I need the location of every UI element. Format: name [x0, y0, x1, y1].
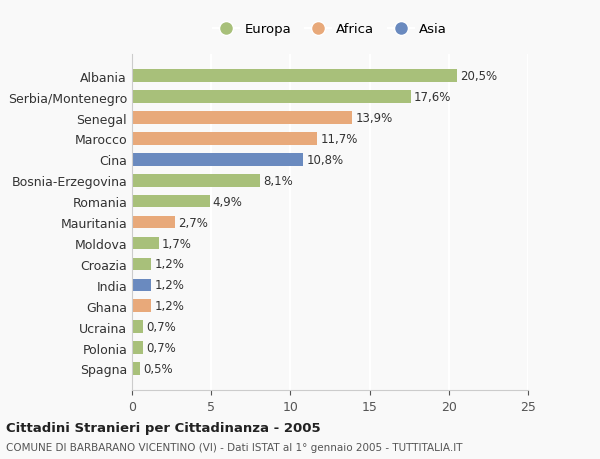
Text: 0,7%: 0,7% — [146, 320, 176, 333]
Text: 13,9%: 13,9% — [355, 112, 392, 125]
Text: 10,8%: 10,8% — [306, 154, 343, 167]
Text: 2,7%: 2,7% — [178, 216, 208, 229]
Text: 20,5%: 20,5% — [460, 70, 497, 83]
Bar — [132, 112, 352, 124]
Text: 1,2%: 1,2% — [154, 300, 184, 313]
Text: 1,2%: 1,2% — [154, 258, 184, 271]
Text: 4,9%: 4,9% — [213, 195, 242, 208]
Bar — [132, 196, 209, 208]
Text: 8,1%: 8,1% — [263, 174, 293, 187]
Bar — [132, 237, 159, 250]
Bar — [132, 300, 151, 312]
Bar — [132, 341, 143, 354]
Bar — [132, 216, 175, 229]
Text: 17,6%: 17,6% — [414, 91, 451, 104]
Bar — [132, 133, 317, 146]
Bar — [132, 258, 151, 271]
Legend: Europa, Africa, Asia: Europa, Africa, Asia — [208, 18, 452, 42]
Bar — [132, 70, 457, 83]
Text: COMUNE DI BARBARANO VICENTINO (VI) - Dati ISTAT al 1° gennaio 2005 - TUTTITALIA.: COMUNE DI BARBARANO VICENTINO (VI) - Dat… — [6, 442, 463, 452]
Bar — [132, 174, 260, 187]
Bar — [132, 363, 140, 375]
Bar — [132, 279, 151, 291]
Text: 0,7%: 0,7% — [146, 341, 176, 354]
Text: 1,2%: 1,2% — [154, 279, 184, 291]
Text: Cittadini Stranieri per Cittadinanza - 2005: Cittadini Stranieri per Cittadinanza - 2… — [6, 421, 320, 435]
Text: 11,7%: 11,7% — [320, 133, 358, 146]
Text: 1,7%: 1,7% — [162, 237, 192, 250]
Text: 0,5%: 0,5% — [143, 362, 173, 375]
Bar — [132, 91, 411, 104]
Bar — [132, 321, 143, 333]
Bar — [132, 154, 303, 166]
